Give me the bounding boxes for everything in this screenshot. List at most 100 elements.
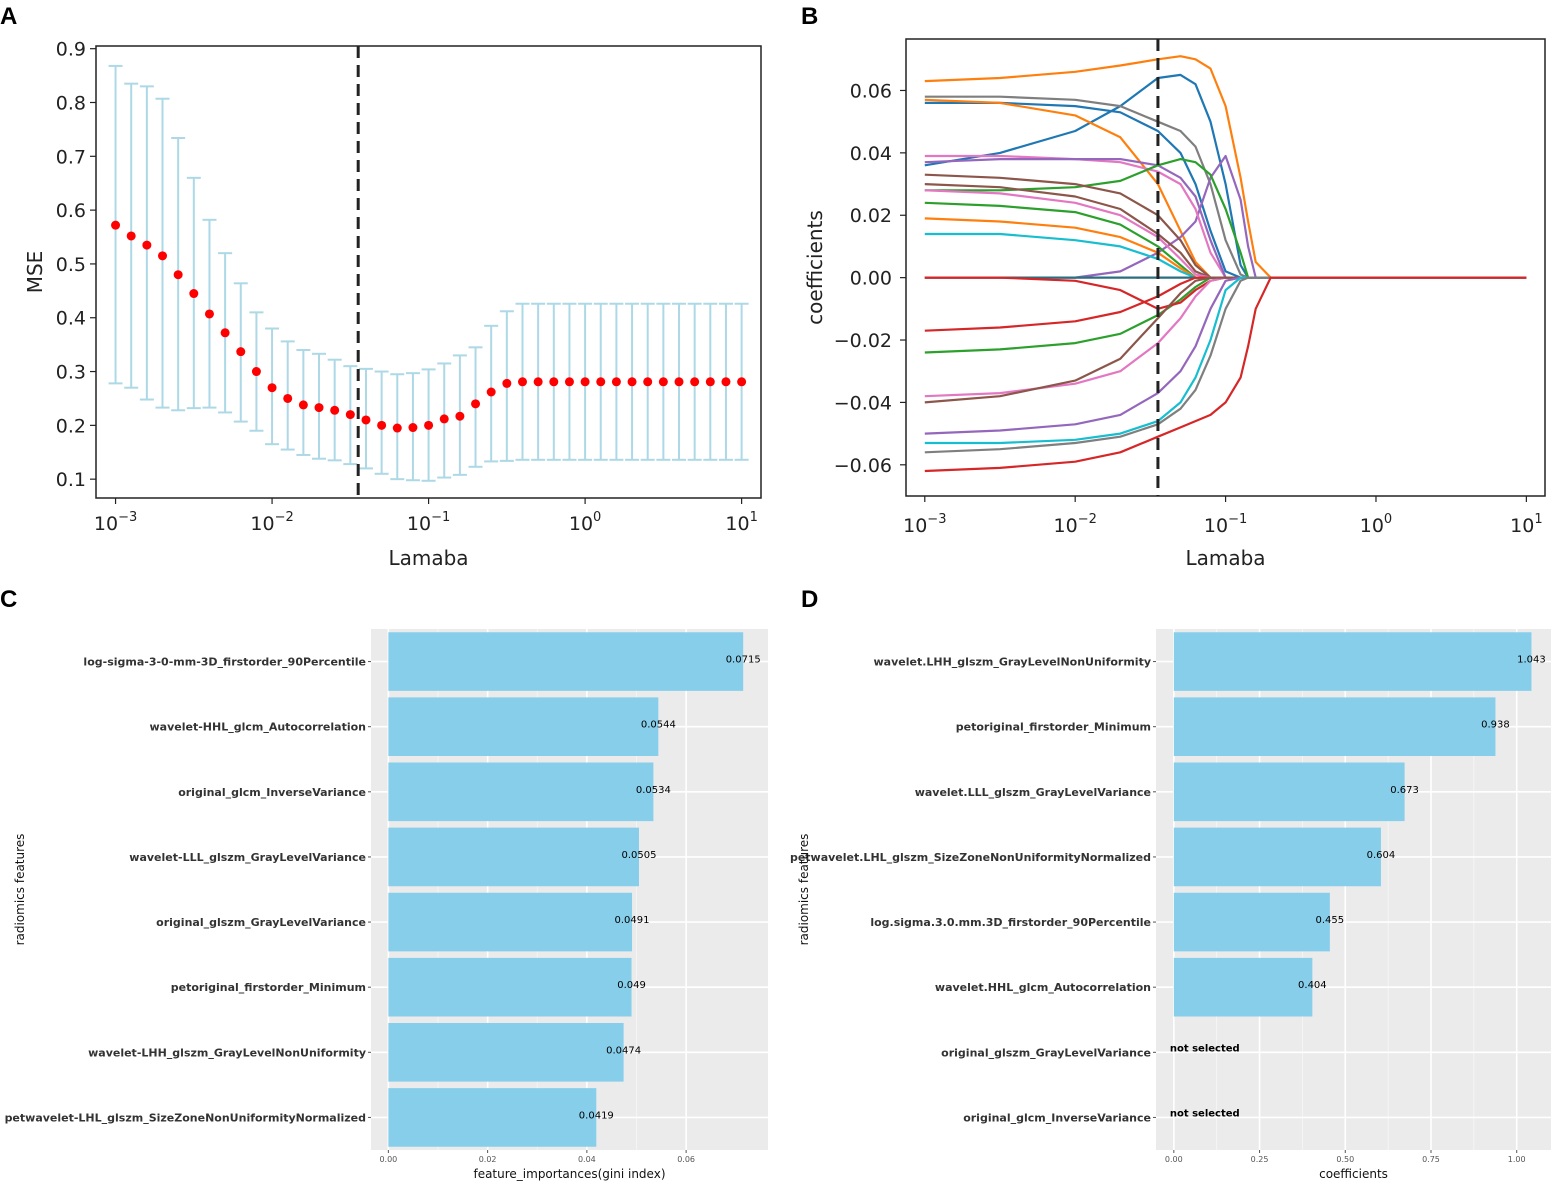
feature-label: wavelet.HHL_glcm_Autocorrelation [935, 981, 1151, 994]
importance-bar [388, 762, 654, 822]
chart-a-mse-cv: 0.1 0.2 0.3 0.4 0.5 0.6 0.7 0.8 0.9 10−3 10−2 10−1 1… [23, 39, 762, 570]
mse-point [220, 328, 230, 338]
mse-point [721, 377, 731, 387]
mse-point [627, 377, 637, 387]
y-axis-title: coefficients [803, 210, 827, 325]
bar-value-label: 0.0534 [636, 785, 671, 796]
x-tick-label: 0.50 [1336, 1155, 1354, 1164]
bar-value-label: 0.938 [1481, 720, 1510, 731]
x-tick-label: 0.00 [1165, 1155, 1183, 1164]
importance-bar [1173, 697, 1496, 756]
feature-label: original_glcm_InverseVariance [178, 786, 366, 799]
mse-point [502, 378, 512, 388]
x-axis-title: coefficients [1319, 1167, 1388, 1181]
bar-value-label: 0.0715 [726, 655, 761, 666]
mse-point [111, 220, 121, 230]
x-tick-label: 0.04 [578, 1155, 596, 1164]
mse-point [596, 377, 606, 387]
chart-b-coefficient-paths: 0.06 0.04 0.02 0.00 −0.02 −0.04 −0.06 10−3 10−2 1… [803, 38, 1546, 570]
y-tick-label: 0.1 [56, 469, 86, 491]
feature-label: log.sigma.3.0.mm.3D_firstorder_90Percent… [870, 916, 1151, 929]
mse-point [361, 415, 371, 425]
mse-point [658, 377, 668, 387]
y-tick-label: 0.02 [850, 205, 892, 227]
mse-point [158, 251, 168, 261]
importance-bar [1173, 892, 1330, 952]
feature-label: petwavelet-LHL_glszm_SizeZoneNonUniformi… [5, 1111, 366, 1124]
y-axis-title: MSE [23, 251, 47, 294]
y-tick-label: 0.4 [56, 308, 86, 330]
x-axis-title: Lamaba [1185, 546, 1265, 570]
mse-point [236, 347, 246, 357]
mse-point [408, 423, 418, 433]
importance-bar [1173, 762, 1405, 822]
x-tick-label: 10−3 [94, 510, 137, 535]
x-tick-label: 101 [1510, 512, 1542, 537]
mse-point [517, 377, 527, 387]
bar-value-label: 0.0491 [615, 915, 650, 926]
x-tick-label: 0.25 [1251, 1155, 1269, 1164]
bar-value-label: 0.0544 [641, 720, 676, 731]
y-tick-label: 0.6 [56, 200, 86, 222]
y-tick-label: 0.2 [56, 415, 86, 437]
x-tick-label: 100 [569, 510, 601, 535]
mse-point [345, 410, 355, 420]
bar-value-label: 0.404 [1298, 980, 1327, 991]
mse-point [564, 377, 574, 387]
y-tick-label: 0.00 [850, 268, 892, 290]
x-tick-label: 100 [1360, 512, 1392, 537]
panel-letter-b: B [801, 3, 818, 30]
bar-value-label: 0.0419 [579, 1110, 614, 1121]
x-tick-label: 101 [725, 510, 757, 535]
y-axis-title: radiomics features [797, 834, 811, 946]
feature-label: petoriginal_firstorder_Minimum [956, 721, 1151, 734]
mse-point [204, 309, 214, 319]
y-tick-label: 0.9 [56, 39, 86, 61]
mse-point [377, 420, 387, 430]
x-tick-label: 0.06 [677, 1155, 695, 1164]
importance-bar [388, 892, 633, 952]
y-tick-label: −0.06 [834, 455, 892, 477]
coefficient-path [924, 55, 1527, 279]
x-tick-label: 10−3 [903, 512, 946, 537]
mse-point [533, 377, 543, 387]
panel-letter-d: D [801, 586, 818, 613]
feature-label: petoriginal_firstorder_Minimum [171, 981, 366, 994]
feature-label: log-sigma-3-0-mm-3D_firstorder_90Percent… [83, 656, 366, 669]
feature-label: original_glszm_GrayLevelVariance [156, 916, 366, 929]
bar-value-label: 0.604 [1367, 850, 1396, 861]
bar-value-label: 0.049 [617, 980, 646, 991]
y-tick-label: 0.7 [56, 146, 86, 168]
y-tick-label: 0.8 [56, 93, 86, 115]
mse-point [455, 411, 465, 421]
importance-bar [388, 957, 632, 1017]
y-tick-label: 0.06 [850, 80, 892, 102]
y-tick-label: 0.3 [56, 362, 86, 384]
bar-value-label: 0.0505 [621, 850, 656, 861]
mse-point [439, 414, 449, 424]
feature-label: petwavelet.LHL_glszm_SizeZoneNonUniformi… [790, 851, 1151, 864]
feature-label: original_glcm_InverseVariance [963, 1111, 1151, 1124]
bar-value-label: 0.455 [1316, 915, 1345, 926]
mse-point [142, 240, 152, 250]
importance-bar [388, 1023, 624, 1082]
mse-point [330, 405, 340, 415]
panel-letter-c: C [0, 586, 17, 613]
importance-bar [388, 827, 639, 887]
y-tick-label: 0.5 [56, 254, 86, 276]
not-selected-label: not selected [1170, 1108, 1240, 1119]
mse-point [471, 399, 481, 409]
mse-point [549, 377, 559, 387]
y-tick-label: −0.02 [834, 330, 892, 352]
feature-label: original_glszm_GrayLevelVariance [941, 1046, 1151, 1059]
y-tick-label: −0.04 [834, 392, 892, 414]
mse-point [486, 387, 496, 397]
plot-frame [905, 38, 1546, 497]
x-axis-title: Lamaba [388, 546, 468, 570]
mse-point [705, 377, 715, 387]
x-tick-label: 0.02 [479, 1155, 497, 1164]
mse-point [189, 289, 199, 299]
mse-point [392, 423, 402, 433]
feature-label: wavelet-HHL_glcm_Autocorrelation [150, 721, 366, 734]
